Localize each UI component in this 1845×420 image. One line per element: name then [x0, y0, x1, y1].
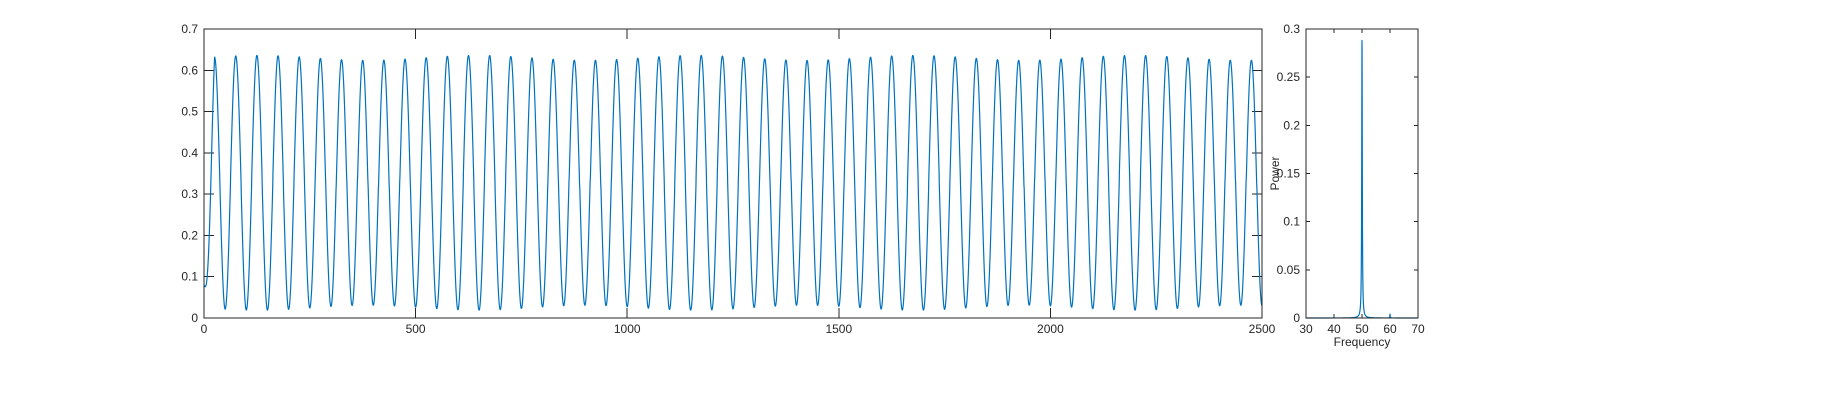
spectrum-line [1305, 39, 1419, 319]
y-tick-label: 0.1 [181, 270, 198, 284]
y-tick-label: 0.3 [1283, 22, 1300, 36]
x-tick-label: 0 [201, 322, 208, 336]
x-tick-label: 2000 [1037, 322, 1064, 336]
time-series-axes-box [203, 28, 1263, 319]
time-series-ticks [203, 28, 1263, 319]
x-tick-label: 70 [1411, 322, 1425, 336]
spectrum-axes: 30 40 50 60 70 0 0.05 0.1 0.15 0.2 0.25 0.3 Freque… [1268, 22, 1425, 349]
time-series-y-tick-labels: 0 0.1 0.2 0.3 0.4 0.5 0.6 0.7 [181, 22, 198, 325]
time-series-axes: 0 500 1000 1500 2000 2500 0 0.1 0.2 0.3 0.4 0.5 0.6… [181, 22, 1275, 336]
x-tick-label: 1500 [825, 322, 852, 336]
spectrum-x-tick-labels: 30 40 50 60 70 [1299, 322, 1425, 336]
y-tick-label: 0.25 [1277, 70, 1301, 84]
spectrum-y-axis-label: Power [1268, 156, 1282, 190]
y-tick-label: 0.5 [181, 105, 198, 119]
y-tick-label: 0 [191, 311, 198, 325]
y-tick-label: 0.2 [1283, 118, 1300, 132]
x-tick-label: 500 [406, 322, 426, 336]
time-series-x-tick-labels: 0 500 1000 1500 2000 2500 [201, 322, 1276, 336]
y-tick-label: 0.3 [181, 187, 198, 201]
x-tick-label: 50 [1355, 322, 1369, 336]
x-tick-label: 30 [1299, 322, 1313, 336]
spectrum-x-axis-label: Frequency [1334, 335, 1391, 349]
y-tick-label: 0 [1293, 311, 1300, 325]
x-tick-label: 40 [1327, 322, 1341, 336]
x-tick-label: 60 [1383, 322, 1397, 336]
y-tick-label: 0.7 [181, 22, 198, 36]
y-tick-label: 0.05 [1277, 263, 1301, 277]
spectrum-y-tick-labels: 0 0.05 0.1 0.15 0.2 0.25 0.3 [1277, 22, 1301, 325]
y-tick-label: 0.1 [1283, 215, 1300, 229]
y-tick-label: 0.15 [1277, 167, 1301, 181]
y-tick-label: 0.6 [181, 63, 198, 77]
spectrum-axes-box [1305, 28, 1419, 319]
y-tick-label: 0.4 [181, 146, 198, 160]
x-tick-label: 1000 [614, 322, 641, 336]
time-series-line [203, 54, 1263, 311]
x-tick-label: 2500 [1249, 322, 1276, 336]
y-tick-label: 0.2 [181, 228, 198, 242]
